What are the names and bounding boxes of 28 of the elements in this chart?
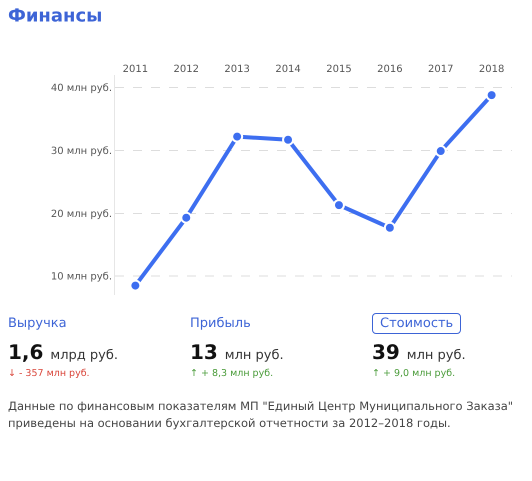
text: ↓ - 357 млн руб. xyxy=(8,368,91,379)
y-tick-label: 10 млн руб. xyxy=(50,272,112,283)
x-tick-label: 2017 xyxy=(428,64,454,75)
y-tick-label: 40 млн руб. xyxy=(50,83,112,94)
y-tick-label: 20 млн руб. xyxy=(50,208,112,220)
text: 13 xyxy=(190,340,218,364)
chart-title: Финансы xyxy=(8,6,102,27)
text: 39 xyxy=(372,340,400,364)
text: Данные по финансовым показателям МП "Единый Центр Муниципального Заказа" приведены на основании бухгалтерской отчетности за 2012–2018 годы. xyxy=(8,398,514,432)
text: ↑ + 8,3 млн руб. xyxy=(190,368,274,379)
point xyxy=(180,212,192,224)
x-tick-label: 2018 xyxy=(478,64,504,75)
text: 1,6 xyxy=(8,340,44,364)
point xyxy=(434,145,447,158)
text: Стоимость xyxy=(372,313,462,334)
text: млн руб. xyxy=(224,348,284,363)
text: млн руб. xyxy=(406,348,466,363)
y-tick-label: 30 млн руб. xyxy=(50,146,112,157)
x-tick-label: 2015 xyxy=(326,64,352,75)
x-tick-label: 2012 xyxy=(174,64,199,75)
text: млрд руб. xyxy=(50,348,118,363)
text: ↑ + 9,0 млн руб. xyxy=(372,368,456,379)
text: Прибыль xyxy=(190,315,251,333)
x-tick-label: 2013 xyxy=(224,64,250,75)
x-tick-label: 2011 xyxy=(122,64,148,75)
text: Выручка xyxy=(8,315,67,333)
x-tick-label: 2014 xyxy=(275,64,301,75)
x-tick-label: 2016 xyxy=(377,64,403,75)
